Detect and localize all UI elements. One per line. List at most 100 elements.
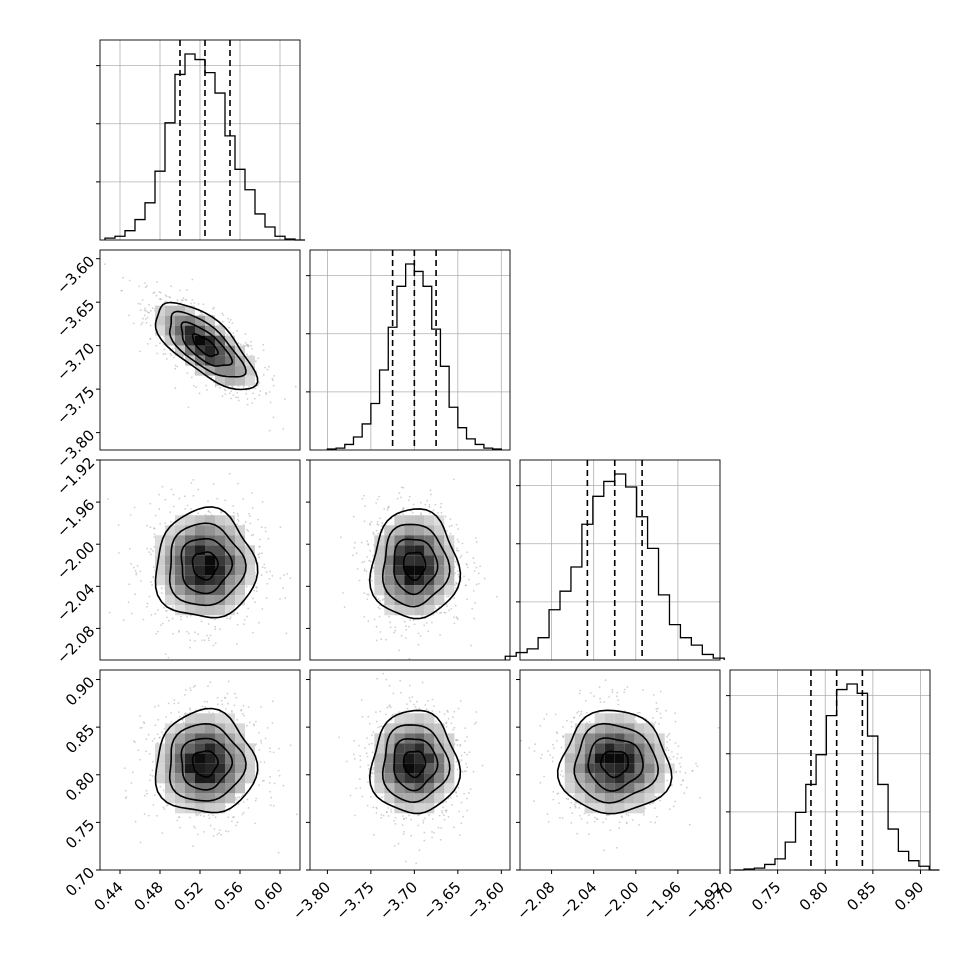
density-cell xyxy=(235,375,245,386)
sample-dot xyxy=(359,759,362,761)
density-cell xyxy=(155,315,165,326)
density-cell xyxy=(205,773,215,784)
density-cell xyxy=(444,545,455,556)
density-cell xyxy=(175,545,185,556)
sample-dot xyxy=(248,721,251,724)
sample-dot xyxy=(206,701,209,703)
density-cell xyxy=(185,525,195,536)
sample-dot xyxy=(162,789,165,792)
sample-dot xyxy=(427,700,429,702)
sample-dot xyxy=(261,501,264,503)
sample-dot xyxy=(459,744,462,747)
sample-dot xyxy=(373,618,376,621)
sample-dot xyxy=(159,785,162,788)
sample-dot xyxy=(213,306,216,309)
sample-dot xyxy=(242,794,245,796)
sample-dot xyxy=(156,352,159,355)
histogram-panel-2 xyxy=(306,249,511,451)
sample-dot xyxy=(129,514,132,516)
sample-dot xyxy=(444,809,447,812)
sample-dot xyxy=(402,833,405,835)
sample-dot xyxy=(373,833,375,836)
sample-dot xyxy=(429,489,432,492)
sample-dot xyxy=(258,784,260,786)
sample-dot xyxy=(453,597,455,600)
density-cell xyxy=(245,575,255,586)
density-cell xyxy=(235,585,245,596)
density-cell xyxy=(215,575,225,586)
contour-1 xyxy=(402,750,427,779)
sample-dot xyxy=(246,724,248,727)
sample-dot xyxy=(431,698,434,701)
sample-dot xyxy=(163,335,166,338)
sample-dot xyxy=(379,604,381,607)
y-tick-label: 0.75 xyxy=(62,816,98,852)
sample-dot xyxy=(378,607,381,610)
sample-dot xyxy=(449,532,452,535)
panel-frame xyxy=(99,39,301,241)
sample-dot xyxy=(364,747,366,749)
sample-dot xyxy=(257,772,260,775)
sample-dot xyxy=(221,312,224,315)
density-cell xyxy=(444,773,455,784)
sample-dot xyxy=(387,507,390,509)
density-cell xyxy=(225,595,235,606)
sample-dot xyxy=(453,616,455,619)
sample-dot xyxy=(236,643,238,645)
sample-dot xyxy=(228,326,231,329)
sample-dot xyxy=(365,752,368,755)
sample-dot xyxy=(382,672,385,675)
density-cell xyxy=(404,713,415,724)
sample-dot xyxy=(269,401,272,404)
sample-dot xyxy=(166,616,168,619)
density-cell xyxy=(414,545,425,556)
density-cell xyxy=(444,753,455,764)
sample-dot xyxy=(128,583,131,586)
sample-dot xyxy=(400,496,402,499)
sample-dot xyxy=(429,663,431,665)
sample-dot xyxy=(353,739,356,742)
sample-dot xyxy=(352,554,354,557)
sample-dot xyxy=(456,768,459,771)
sample-dot xyxy=(261,552,263,555)
sample-dot xyxy=(294,385,297,388)
sample-dot xyxy=(262,343,265,346)
sample-dot xyxy=(254,601,256,603)
density-cell xyxy=(225,355,235,366)
sample-dot xyxy=(232,394,235,397)
contour-2 xyxy=(393,738,439,792)
sample-dot xyxy=(455,760,458,763)
sample-dot xyxy=(380,813,383,816)
sample-dot xyxy=(152,292,155,294)
sample-dot xyxy=(438,814,441,817)
density-cell xyxy=(225,743,235,754)
sample-dot xyxy=(197,813,200,816)
sample-dot xyxy=(149,324,152,327)
density-cell xyxy=(245,763,255,774)
sample-dot xyxy=(468,751,471,754)
sample-dot xyxy=(439,634,441,636)
scatter-panel-4-1: 0.700.750.800.850.90 xyxy=(62,669,301,900)
sample-dot xyxy=(180,615,182,618)
sample-dot xyxy=(368,767,370,770)
sample-dot xyxy=(385,638,387,641)
sample-dot xyxy=(141,726,143,729)
density-cell xyxy=(434,565,445,576)
panel-frame xyxy=(309,669,511,871)
sample-dot xyxy=(154,514,157,517)
sample-dot xyxy=(462,815,465,818)
density-cell xyxy=(185,733,195,744)
sample-dot xyxy=(469,788,472,791)
sample-dot xyxy=(417,814,419,817)
sample-dot xyxy=(383,507,386,510)
sample-dot xyxy=(232,511,235,514)
sample-dot xyxy=(153,291,156,294)
sample-dot xyxy=(146,792,148,795)
sample-dot xyxy=(282,428,285,430)
density-cell xyxy=(165,595,175,606)
density-cell xyxy=(165,585,175,596)
sample-dot xyxy=(263,779,265,782)
sample-dot xyxy=(151,775,154,777)
sample-dot xyxy=(390,810,393,813)
sample-dot xyxy=(138,758,141,761)
